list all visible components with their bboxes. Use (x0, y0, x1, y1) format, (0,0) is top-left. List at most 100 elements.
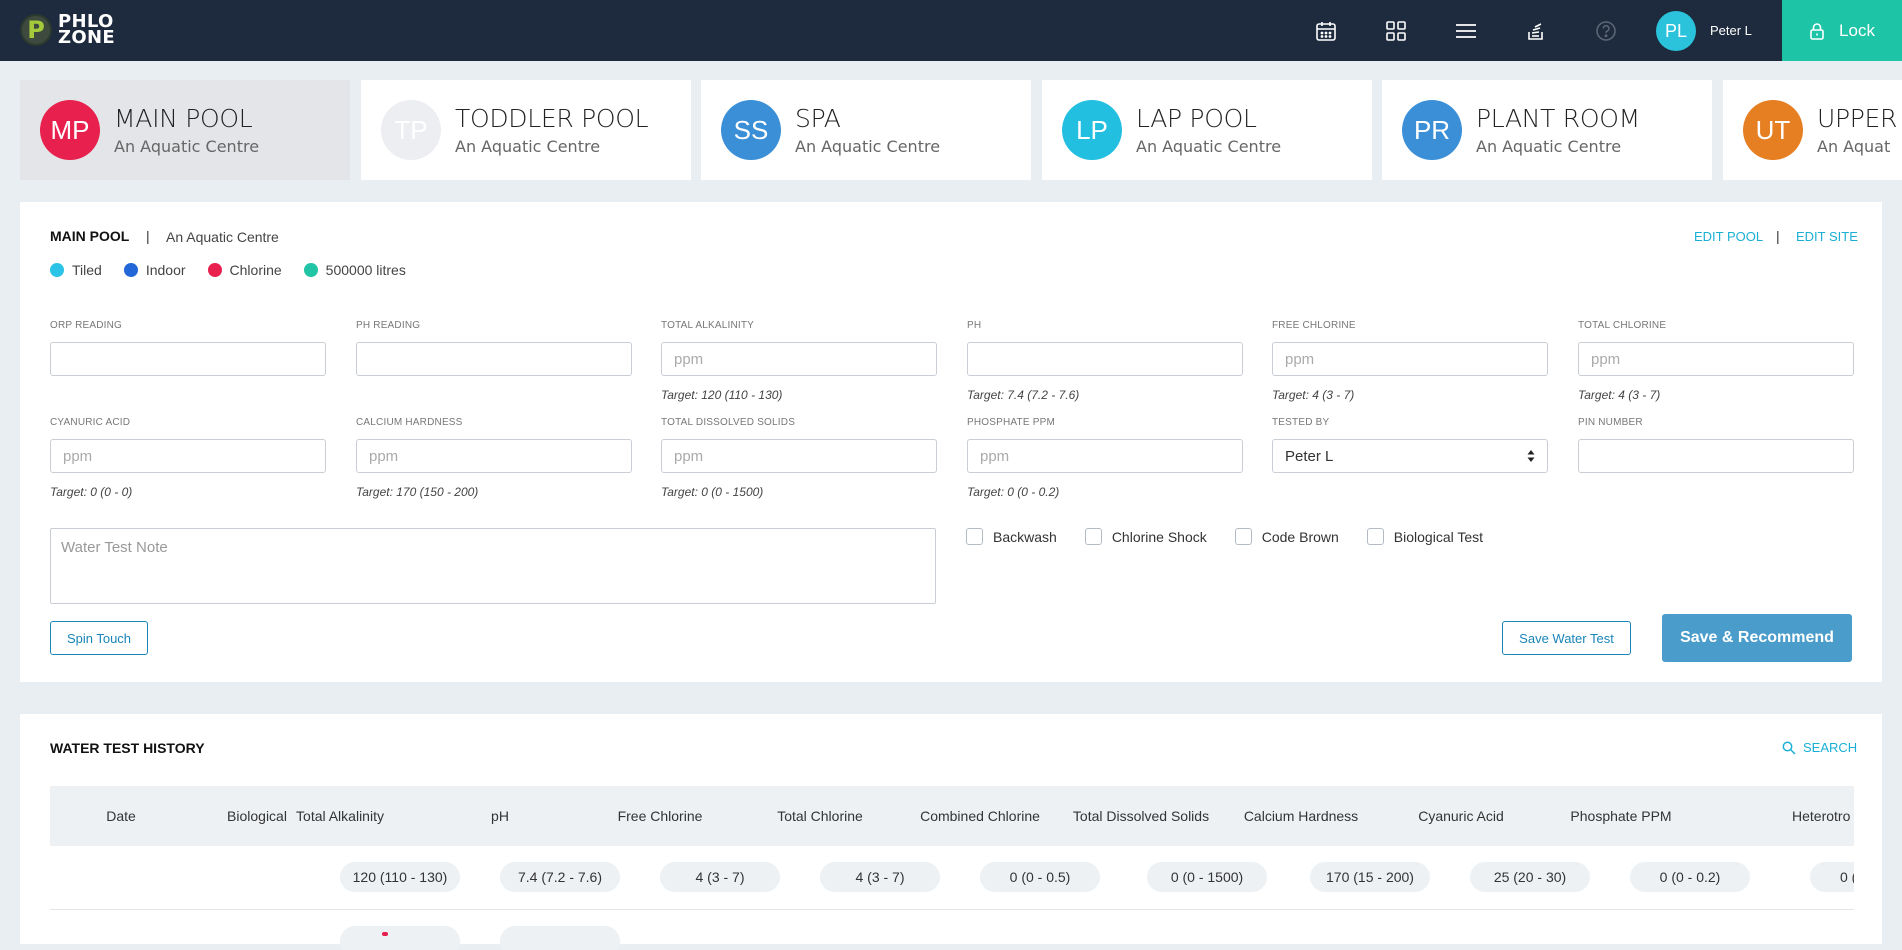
pin-number-input[interactable] (1578, 439, 1854, 473)
field-label: ORP READING (50, 320, 123, 331)
orp-reading-input[interactable] (50, 342, 326, 376)
checkbox-label: Code Brown (1261, 528, 1339, 545)
edit-pool-link[interactable]: EDIT POOL (1694, 229, 1764, 244)
pool-site: An Aquatic Centre (1476, 137, 1622, 156)
pool-card-toddler-pool[interactable]: TP TODDLER POOL An Aquatic Centre (361, 80, 691, 180)
checkbox-biological-test[interactable]: Biological Test (1366, 528, 1483, 545)
field-label: PH READING (356, 320, 421, 331)
col-date[interactable]: Date (106, 808, 136, 824)
edit-site-link[interactable]: EDIT SITE (1796, 229, 1858, 244)
checkbox-backwash[interactable]: Backwash (966, 528, 1057, 545)
lock-label: Lock (1839, 20, 1875, 40)
pool-card-plant-room[interactable]: PR PLANT ROOM An Aquatic Centre (1382, 80, 1712, 180)
total-alkalinity-input[interactable] (661, 342, 937, 376)
pool-avatar: MP (40, 100, 100, 160)
checkbox-icon (1234, 528, 1252, 545)
checkbox-code-brown[interactable]: Code Brown (1234, 528, 1339, 545)
field-ph: PH Target: 7.4 (7.2 - 7.6) (967, 320, 1243, 402)
col-total-chlorine[interactable]: Total Chlorine (777, 808, 863, 824)
user-avatar[interactable]: PL (1656, 11, 1696, 51)
pool-card-spa[interactable]: SS SPA An Aquatic Centre (701, 80, 1031, 180)
alert-marker-icon (382, 932, 388, 936)
checkbox-label: Chlorine Shock (1111, 528, 1207, 545)
calcium-hardness-input[interactable] (356, 439, 632, 473)
dot-icon (50, 263, 64, 277)
tag-label: Indoor (145, 262, 186, 278)
pool-card-main-pool[interactable]: MP MAIN POOL An Aquatic Centre (20, 80, 350, 180)
calendar-icon[interactable] (1313, 18, 1339, 44)
checkbox-chlorine-shock[interactable]: Chlorine Shock (1084, 528, 1207, 545)
search-icon (1782, 741, 1796, 755)
list-menu-icon[interactable] (1453, 18, 1479, 44)
target-pill: 25 (20 - 30) (1470, 862, 1590, 892)
checkbox-label: Backwash (993, 528, 1057, 545)
brand-logo[interactable]: P PHLO ZONE (20, 13, 115, 47)
col-phosphate-ppm[interactable]: Phosphate PPM (1570, 808, 1672, 824)
phosphate-ppm-input[interactable] (967, 439, 1243, 473)
pool-avatar: LP (1062, 100, 1122, 160)
col-total-dissolved-solids[interactable]: Total Dissolved Solids (1072, 808, 1210, 824)
pool-title: MAIN POOL (50, 228, 130, 244)
ph-input[interactable] (967, 342, 1243, 376)
field-label: PIN NUMBER (1578, 417, 1643, 428)
col-ph[interactable]: pH (491, 808, 509, 824)
test-options: Backwash Chlorine Shock Code Brown Biolo… (966, 528, 1483, 545)
col-heterotrophic[interactable]: Heterotro (1792, 808, 1851, 824)
target-pill: 4 (3 - 7) (660, 862, 780, 892)
pool-card-upper[interactable]: UT UPPER An Aquat (1723, 80, 1902, 180)
field-phosphate-ppm: PHOSPHATE PPM Target: 0 (0 - 0.2) (967, 417, 1243, 499)
col-total-alkalinity[interactable]: Total Alkalinity (296, 808, 384, 824)
field-target: Target: 4 (3 - 7) (1578, 388, 1661, 402)
field-free-chlorine: FREE CHLORINE Target: 4 (3 - 7) (1272, 320, 1548, 402)
save-recommend-button[interactable]: Save & Recommend (1662, 614, 1852, 662)
field-total-dissolved-solids: TOTAL DISSOLVED SOLIDS Target: 0 (0 - 15… (661, 417, 937, 499)
pool-avatar: SS (721, 100, 781, 160)
col-cyanuric-acid[interactable]: Cyanuric Acid (1418, 808, 1504, 824)
col-free-chlorine[interactable]: Free Chlorine (617, 808, 703, 824)
title-separator: | (146, 228, 150, 244)
field-target: Target: 0 (0 - 1500) (661, 485, 764, 499)
field-calcium-hardness: CALCIUM HARDNESS Target: 170 (150 - 200) (356, 417, 632, 499)
field-pin-number: PIN NUMBER (1578, 417, 1854, 473)
logo-mark-icon: P (20, 14, 52, 46)
help-icon[interactable] (1593, 18, 1619, 44)
save-water-test-button[interactable]: Save Water Test (1502, 621, 1631, 655)
ph-reading-input[interactable] (356, 342, 632, 376)
value-pill (340, 926, 460, 950)
field-target: Target: 0 (0 - 0.2) (967, 485, 1060, 499)
lock-icon (1810, 22, 1824, 40)
field-label: PHOSPHATE PPM (967, 417, 1055, 428)
pool-name: TODDLER POOL (455, 104, 649, 133)
col-biological[interactable]: Biological (227, 808, 287, 824)
free-chlorine-input[interactable] (1272, 342, 1548, 376)
table-row-targets: 120 (110 - 130) 7.4 (7.2 - 7.6) 4 (3 - 7… (50, 846, 1854, 910)
user-name[interactable]: Peter L (1710, 23, 1752, 38)
tested-by-value: Peter L (1285, 447, 1334, 465)
lock-button[interactable]: Lock (1782, 0, 1902, 61)
field-label: CYANURIC ACID (50, 417, 131, 428)
pool-site: An Aquat (1817, 137, 1891, 156)
stack-docs-icon[interactable] (1523, 18, 1549, 44)
cyanuric-acid-input[interactable] (50, 439, 326, 473)
col-calcium-hardness[interactable]: Calcium Hardness (1243, 808, 1359, 824)
water-test-note[interactable] (50, 528, 936, 604)
target-pill: 4 (3 - 7) (820, 862, 940, 892)
pool-tags: Tiled Indoor Chlorine 500000 litres (50, 262, 406, 278)
pool-site: An Aquatic Centre (114, 137, 260, 156)
grid-icon[interactable] (1383, 18, 1409, 44)
pool-card-lap-pool[interactable]: LP LAP POOL An Aquatic Centre (1042, 80, 1372, 180)
target-pill: 0 (0 - 1500) (1147, 862, 1267, 892)
tag-indoor: Indoor (123, 262, 186, 278)
history-title: WATER TEST HISTORY (50, 740, 205, 756)
tested-by-select[interactable]: Peter L (1272, 439, 1548, 473)
field-label: TOTAL ALKALINITY (661, 320, 755, 331)
table-row[interactable] (50, 910, 1854, 950)
total-chlorine-input[interactable] (1578, 342, 1854, 376)
search-label: SEARCH (1803, 740, 1858, 755)
total-dissolved-solids-input[interactable] (661, 439, 937, 473)
spin-touch-button[interactable]: Spin Touch (50, 621, 148, 655)
tag-label: Tiled (72, 262, 102, 278)
col-combined-chlorine[interactable]: Combined Chlorine (920, 808, 1040, 824)
field-label: PH (967, 320, 982, 331)
history-search-link[interactable]: SEARCH (1782, 740, 1857, 755)
